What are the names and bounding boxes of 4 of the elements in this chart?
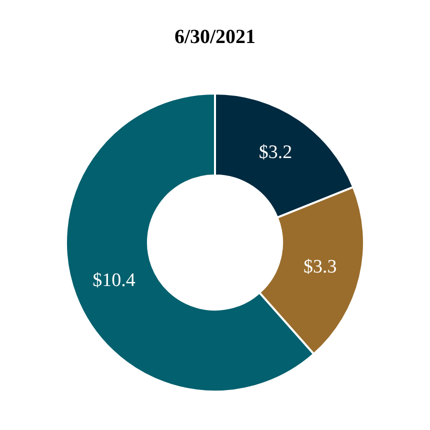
data-label: $3.3 bbox=[303, 256, 337, 278]
data-label: $10.4 bbox=[92, 270, 136, 291]
chart-title: 6/30/2021 bbox=[174, 26, 256, 48]
data-label: $3.2 bbox=[258, 142, 292, 164]
